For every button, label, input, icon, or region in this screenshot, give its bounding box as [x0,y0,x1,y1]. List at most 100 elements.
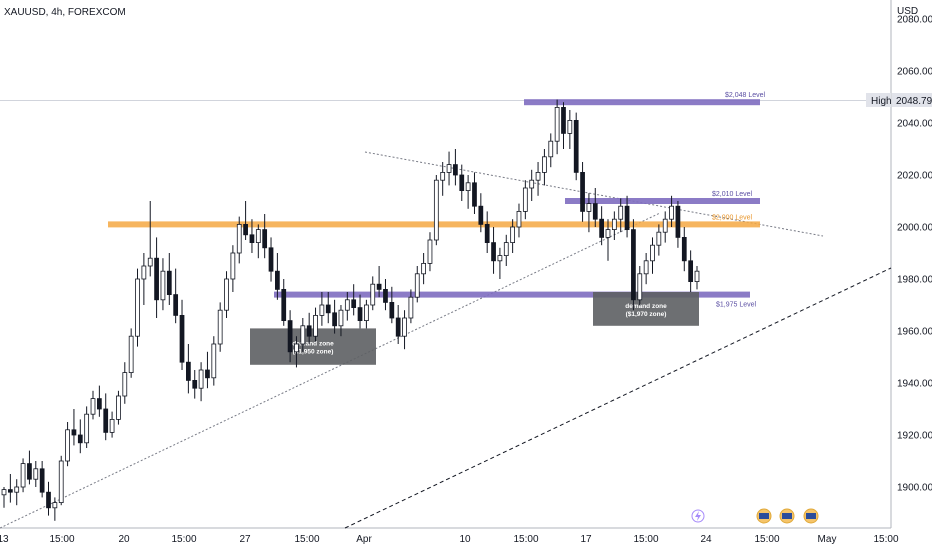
candle-up [542,156,547,173]
price-tick-label: 2020.00 [897,171,932,182]
candle-up [147,257,153,267]
time-tick-label: May [818,534,837,545]
candle-down [325,304,331,314]
price-tick-label: 1960.00 [897,327,932,338]
candle-down [7,489,13,493]
candle-up [427,239,433,264]
candle-down [599,218,605,238]
time-axis-ticks: 13 15:00 20 15:00 27 15:00 Apr 10 15:00 17 15:00 24… [0,534,899,545]
candle-up [14,486,20,493]
price-tick-label: 1920.00 [897,431,932,442]
candle-down [395,317,401,337]
candle-up [230,252,236,280]
price-tick-label: 1940.00 [897,379,932,390]
candle-up [198,369,204,389]
candle-down [27,463,32,480]
candle-up [338,309,344,327]
time-tick-label: 20 [118,534,130,545]
candle-down [681,236,687,262]
price-tick-label: 2060.00 [897,67,932,78]
time-tick-label: 15:00 [754,534,779,545]
candle-down [39,468,45,493]
candle-up [20,463,26,488]
candle-up [217,309,223,345]
candle-up [605,229,611,238]
price-tick-label: 2000.00 [897,223,932,234]
candle-up [554,107,560,142]
candle-up [294,343,299,353]
candle-up [421,262,426,275]
demand-zone-box[interactable] [250,328,376,365]
candle-up [65,429,70,462]
candle-up [313,314,318,337]
candle-up [84,413,90,444]
candle-down [580,171,585,212]
candle-up [529,179,535,189]
time-tick-label: 15:00 [513,534,538,545]
candle-up [224,278,229,311]
candle-up [446,164,452,173]
price-axis-ticks: 2080.00 2060.00 2040.00 2020.00 2000.00 1980.… [897,15,932,494]
us-flag-glyph-icon-3 [806,513,816,519]
high-marker-badge [866,93,891,107]
price-tick-label: 1980.00 [897,275,932,286]
candle-up [160,270,166,301]
candle-down [281,288,287,321]
candle-down [688,260,694,282]
time-tick-label: Apr [356,534,372,545]
candle-up [618,205,624,220]
candle-down [154,257,159,301]
candle-up [370,283,376,306]
candle-up [1,489,7,496]
high-price-value: 2048.79 [896,96,932,107]
price-level-band[interactable] [274,291,750,298]
candle-down [262,229,268,249]
candle-down [186,361,191,381]
candle-down [173,294,179,316]
time-tick-label: 15:00 [294,534,319,545]
candle-down [332,312,337,327]
candle-down [624,205,630,230]
demand-zone-subtitle: ($1,950 zone) [293,349,334,356]
candle-down [675,205,681,238]
candle-up [344,299,350,311]
candle-down [459,174,465,191]
candle-down [478,205,484,225]
candle-down [166,270,172,296]
time-tick-label: 27 [239,534,251,545]
time-tick-label: 15:00 [633,534,658,545]
events-row [691,508,819,524]
candle-up [58,460,64,503]
candle-up [522,187,528,212]
mid-trendline[interactable] [0,212,661,529]
candle-up [141,265,147,280]
candle-up [414,273,420,298]
candle-up [611,218,617,230]
candle-down [179,314,185,363]
high-price-badge [892,93,932,107]
lower-trendline[interactable] [344,267,892,529]
currency-label: USD [897,6,918,17]
candle-up [535,171,541,181]
candle-down [192,379,198,389]
candle-down [484,223,490,243]
candle-down [357,307,363,322]
price-level-label: $2,000 Level [712,214,753,221]
price-level-band[interactable] [524,99,760,106]
symbol-title: XAUUSD, 4h, FOREXCOM [4,7,126,18]
time-tick-label: 15:00 [873,534,898,545]
time-tick-label: 15:00 [171,534,196,545]
candle-up [567,120,573,134]
candle-down [389,301,395,319]
time-tick-label: 17 [580,534,592,545]
price-level-label: $1,975 Level [716,302,757,309]
candle-up [408,296,414,319]
candle-up [109,418,115,433]
candle-down [71,429,77,436]
demand-zone-box[interactable] [593,292,699,326]
price-level-label: $2,048 Level [725,92,766,99]
candle-down [243,223,248,236]
price-level-band[interactable] [565,198,760,204]
candle-down [376,283,382,290]
